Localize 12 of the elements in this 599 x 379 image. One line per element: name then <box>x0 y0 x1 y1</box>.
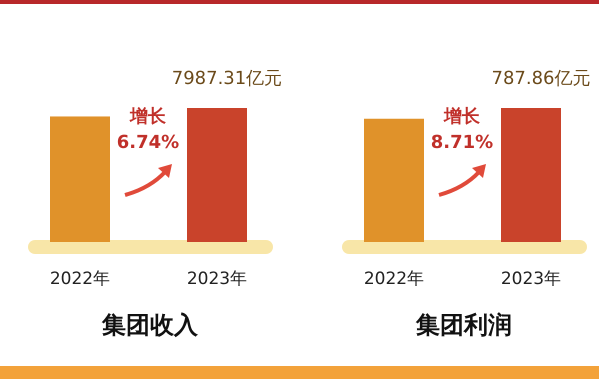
annotation: 8.71% <box>430 132 494 153</box>
x-tick-label: 2023年 <box>186 269 248 289</box>
annotation: 增长 <box>129 106 167 127</box>
annotation: 增长 <box>443 106 481 127</box>
data-label: 787.86亿元 <box>492 68 590 89</box>
x-tick-label: 2022年 <box>364 269 424 289</box>
annotation: 6.74% <box>116 132 180 153</box>
x-tick-label: 2022年 <box>50 269 110 289</box>
text: 集团收入 <box>101 311 199 339</box>
x-tick-label: 2023年 <box>500 269 562 289</box>
text: 集团利润 <box>415 311 512 339</box>
data-label: 7987.31亿元 <box>172 68 282 89</box>
